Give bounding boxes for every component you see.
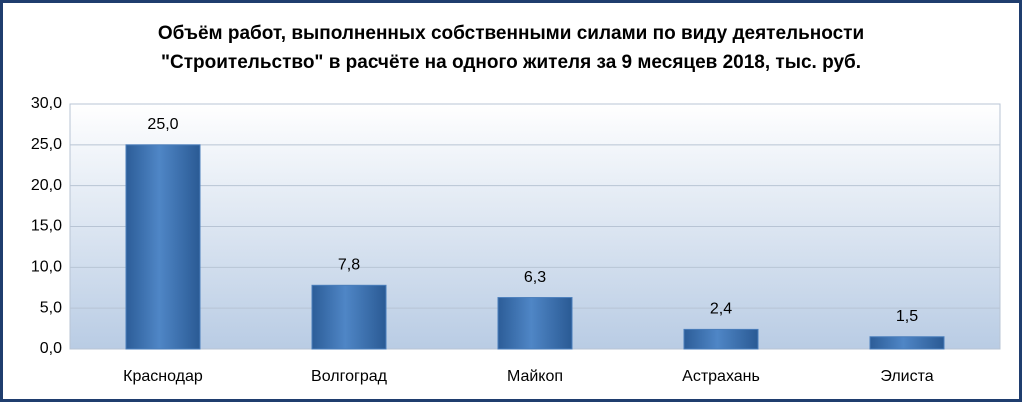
y-tick-label: 25,0 <box>31 136 62 153</box>
bar <box>683 328 759 350</box>
x-tick-label: Майкоп <box>507 368 563 385</box>
value-label: 6,3 <box>524 269 546 286</box>
y-tick-label: 30,0 <box>31 95 62 112</box>
value-label: 25,0 <box>147 116 178 133</box>
bar <box>125 144 201 350</box>
bar <box>869 336 945 350</box>
x-tick-label: Волгоград <box>311 368 388 385</box>
chart-title: Объём работ, выполненных собственными си… <box>158 23 864 44</box>
y-tick-label: 20,0 <box>31 177 62 194</box>
x-tick-label: Астрахань <box>682 368 760 385</box>
y-tick-label: 10,0 <box>31 259 62 276</box>
y-tick-label: 0,0 <box>40 340 62 357</box>
bar <box>497 297 573 350</box>
x-tick-label: Элиста <box>880 368 933 385</box>
bar <box>311 284 387 350</box>
chart-title: "Строительство" в расчёте на одного жите… <box>161 52 861 73</box>
value-label: 2,4 <box>710 301 732 318</box>
value-label: 7,8 <box>338 257 360 274</box>
y-tick-label: 15,0 <box>31 218 62 235</box>
x-tick-label: Краснодар <box>123 368 203 385</box>
y-tick-label: 5,0 <box>40 299 62 316</box>
value-label: 1,5 <box>896 308 918 325</box>
